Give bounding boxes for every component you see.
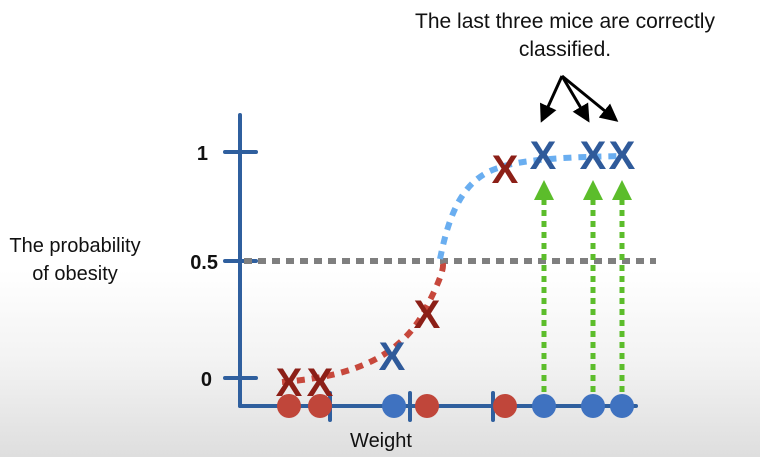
annotation-line-1: The last three mice are correctly [415, 10, 715, 33]
projection-arrows [534, 180, 632, 392]
y-tick-label-1: 1 [197, 143, 208, 165]
prediction-marker-6: X [530, 134, 557, 178]
prediction-marker-7: X [580, 134, 607, 178]
annotation-line-2: classified. [519, 38, 611, 61]
mouse-point-2 [308, 394, 332, 418]
prediction-markers: X X X X X X X X [276, 134, 636, 405]
y-axis-label-line-1: The probability [9, 235, 140, 257]
mouse-point-8 [610, 394, 634, 418]
y-axis-label-line-2: of obesity [32, 263, 118, 285]
prediction-marker-3: X [379, 335, 406, 379]
mouse-point-3 [382, 394, 406, 418]
annotation-arrow-2 [560, 75, 590, 123]
annotation-arrow-3 [561, 74, 619, 122]
y-tick-label-0: 0 [201, 369, 212, 391]
prediction-marker-5: X [492, 148, 519, 192]
mouse-point-7 [581, 394, 605, 418]
prediction-marker-2: X [307, 361, 334, 405]
mouse-point-4 [415, 394, 439, 418]
annotation-arrows [540, 74, 619, 123]
logistic-curve-blue [437, 153, 626, 260]
mouse-point-1 [277, 394, 301, 418]
prediction-marker-1: X [276, 361, 303, 405]
mouse-point-5 [493, 394, 517, 418]
mouse-point-6 [532, 394, 556, 418]
x-axis-label: Weight [350, 430, 412, 452]
annotation-arrow-1 [540, 75, 564, 123]
prediction-marker-8: X [609, 134, 636, 178]
logistic-curve-red [281, 257, 446, 385]
data-points [277, 394, 634, 418]
y-tick-label-0-5: 0.5 [190, 252, 218, 274]
prediction-marker-4: X [414, 293, 441, 337]
